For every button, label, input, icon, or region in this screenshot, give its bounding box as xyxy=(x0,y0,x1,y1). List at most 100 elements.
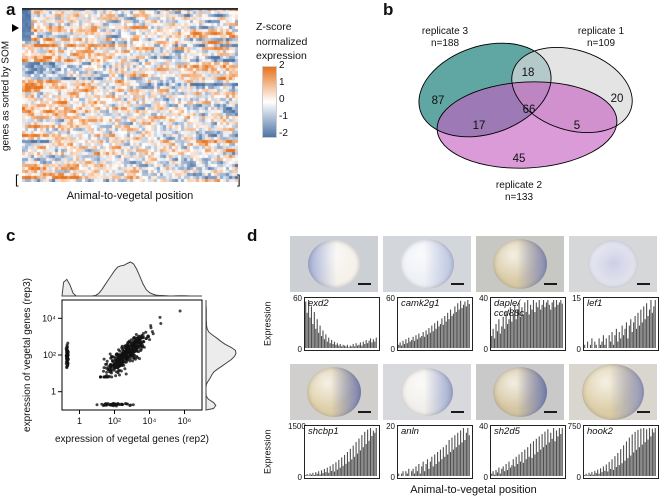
scale-bar xyxy=(544,411,557,413)
gene-name-label: exd2 xyxy=(308,298,329,309)
y-tick-1: 1 xyxy=(51,387,56,397)
venn-count-rep3-rep2: 17 xyxy=(473,120,486,132)
embryo-photo xyxy=(290,236,378,292)
scale-bar xyxy=(358,411,371,413)
y-max-tick: 20 xyxy=(386,422,395,431)
embryo xyxy=(401,368,453,416)
embryo xyxy=(308,240,360,288)
x-tick-1m: 10⁶ xyxy=(178,416,192,426)
bar-chart xyxy=(398,428,470,476)
venn-ellipse-replicate2 xyxy=(437,81,617,169)
scale-bar xyxy=(358,283,371,285)
scale-bar xyxy=(637,283,650,285)
y-max-tick: 15 xyxy=(572,294,581,303)
gene-chart-daple: 40 0 daple/ ccd88c xyxy=(474,294,566,354)
scatter-plot: 1 10² 10⁴ 10⁶ 10⁴ 10² 1 expression of ve… xyxy=(22,261,237,445)
bar-chart xyxy=(398,300,470,348)
venn-outline-replicate3 xyxy=(418,42,552,138)
scatter-points xyxy=(64,309,182,408)
venn-count-only-rep2: 45 xyxy=(513,153,526,165)
venn-n-replicate2: n=133 xyxy=(505,192,534,203)
legend-title-line-2: normalized xyxy=(256,35,308,48)
venn-label-replicate1: replicate 1 xyxy=(578,26,625,37)
colorbar-tick-m1: -1 xyxy=(279,111,288,122)
scatter-x-axis-label: expression of vegetal genes (rep2) xyxy=(55,434,209,445)
embryo xyxy=(493,239,547,289)
right-marginal-density xyxy=(205,300,237,411)
legend-title-line-3: expression xyxy=(256,50,307,63)
venn-n-replicate1: n=109 xyxy=(587,38,616,49)
bar-chart xyxy=(584,300,656,348)
scale-bar xyxy=(637,411,650,413)
y-zero-tick: 0 xyxy=(390,345,395,354)
gene-name-label: daple/ ccd88c xyxy=(494,298,525,319)
y-zero-tick: 0 xyxy=(297,345,302,354)
gene-name-label: sh2d5 xyxy=(494,426,520,437)
gene-chart-lef1: 15 0 lef1 xyxy=(567,294,659,354)
bar-chart xyxy=(491,300,563,348)
y-tick-100: 10² xyxy=(43,350,56,360)
x-tick-100: 10² xyxy=(108,416,121,426)
y-max-tick: 750 xyxy=(567,422,581,431)
embryo-photo xyxy=(383,364,471,420)
panel-b-label: b xyxy=(383,0,394,19)
gene-chart-sh2d5: 40 0 sh2d5 xyxy=(474,422,566,482)
bracket-left: [ xyxy=(15,172,19,187)
embryo-photo xyxy=(290,364,378,420)
venn-outline-replicate1 xyxy=(511,46,633,134)
venn-n-replicate3: n=188 xyxy=(431,38,460,49)
heatmap-y-axis-label: genes as sorted by SOM xyxy=(0,40,12,152)
colorbar-legend-title: Z-score normalized expression xyxy=(256,20,307,64)
bar-chart xyxy=(491,428,563,476)
y-zero-tick: 0 xyxy=(483,473,488,482)
panel-a-label: a xyxy=(6,0,16,19)
embryo xyxy=(493,367,547,417)
embryo-photo xyxy=(383,236,471,292)
scale-bar xyxy=(451,283,464,285)
venn-count-all: 66 xyxy=(523,104,536,116)
colorbar xyxy=(262,66,277,138)
embryo xyxy=(588,240,638,288)
venn-count-only-rep3: 87 xyxy=(432,95,445,107)
y-max-tick: 40 xyxy=(479,294,488,303)
embryo xyxy=(307,367,361,417)
colorbar-tick-1: 1 xyxy=(279,77,285,88)
bar-chart xyxy=(305,428,377,476)
colorbar-tick-0: 0 xyxy=(279,94,285,105)
scale-bar xyxy=(544,283,557,285)
bracket-right: ] xyxy=(237,172,241,187)
expression-y-label-row1: Expression xyxy=(262,301,273,347)
colorbar-tick-m2: -2 xyxy=(279,128,288,139)
venn-label-replicate3: replicate 3 xyxy=(422,26,469,37)
y-zero-tick: 0 xyxy=(576,473,581,482)
y-max-tick: 40 xyxy=(479,422,488,431)
venn-diagram: replicate 3 n=188 replicate 1 n=109 repl… xyxy=(418,26,633,203)
legend-title-line-1: Z-score xyxy=(256,21,292,33)
y-zero-tick: 0 xyxy=(483,345,488,354)
y-max-tick: 60 xyxy=(293,294,302,303)
gene-name-label: hook2 xyxy=(587,426,613,437)
gene-chart-hook2: 750 0 hook2 xyxy=(567,422,659,482)
gene-name-label: anln xyxy=(401,426,419,437)
scale-bar xyxy=(451,411,464,413)
embryo-photo xyxy=(569,236,657,292)
x-tick-1: 1 xyxy=(77,416,82,426)
som-heatmap xyxy=(22,8,238,182)
scatter-y-axis-label: expression of vegetal genes (rep3) xyxy=(22,278,33,432)
venn-count-rep1-rep2: 5 xyxy=(574,120,580,132)
gene-name-label: camk2g1 xyxy=(401,298,440,309)
venn-label-replicate2: replicate 2 xyxy=(496,180,543,191)
panel-c-label: c xyxy=(6,226,16,245)
y-max-tick: 1500 xyxy=(288,422,306,431)
colorbar-tick-2: 2 xyxy=(279,60,285,71)
gene-name-label: lef1 xyxy=(587,298,603,309)
bar-chart xyxy=(305,300,377,348)
row-marker-arrow-icon xyxy=(12,24,19,32)
venn-count-only-rep1: 20 xyxy=(611,93,624,105)
embryo xyxy=(582,364,644,420)
y-max-tick: 60 xyxy=(386,294,395,303)
y-zero-tick: 0 xyxy=(297,473,302,482)
y-zero-tick: 0 xyxy=(576,345,581,354)
y-zero-tick: 0 xyxy=(390,473,395,482)
